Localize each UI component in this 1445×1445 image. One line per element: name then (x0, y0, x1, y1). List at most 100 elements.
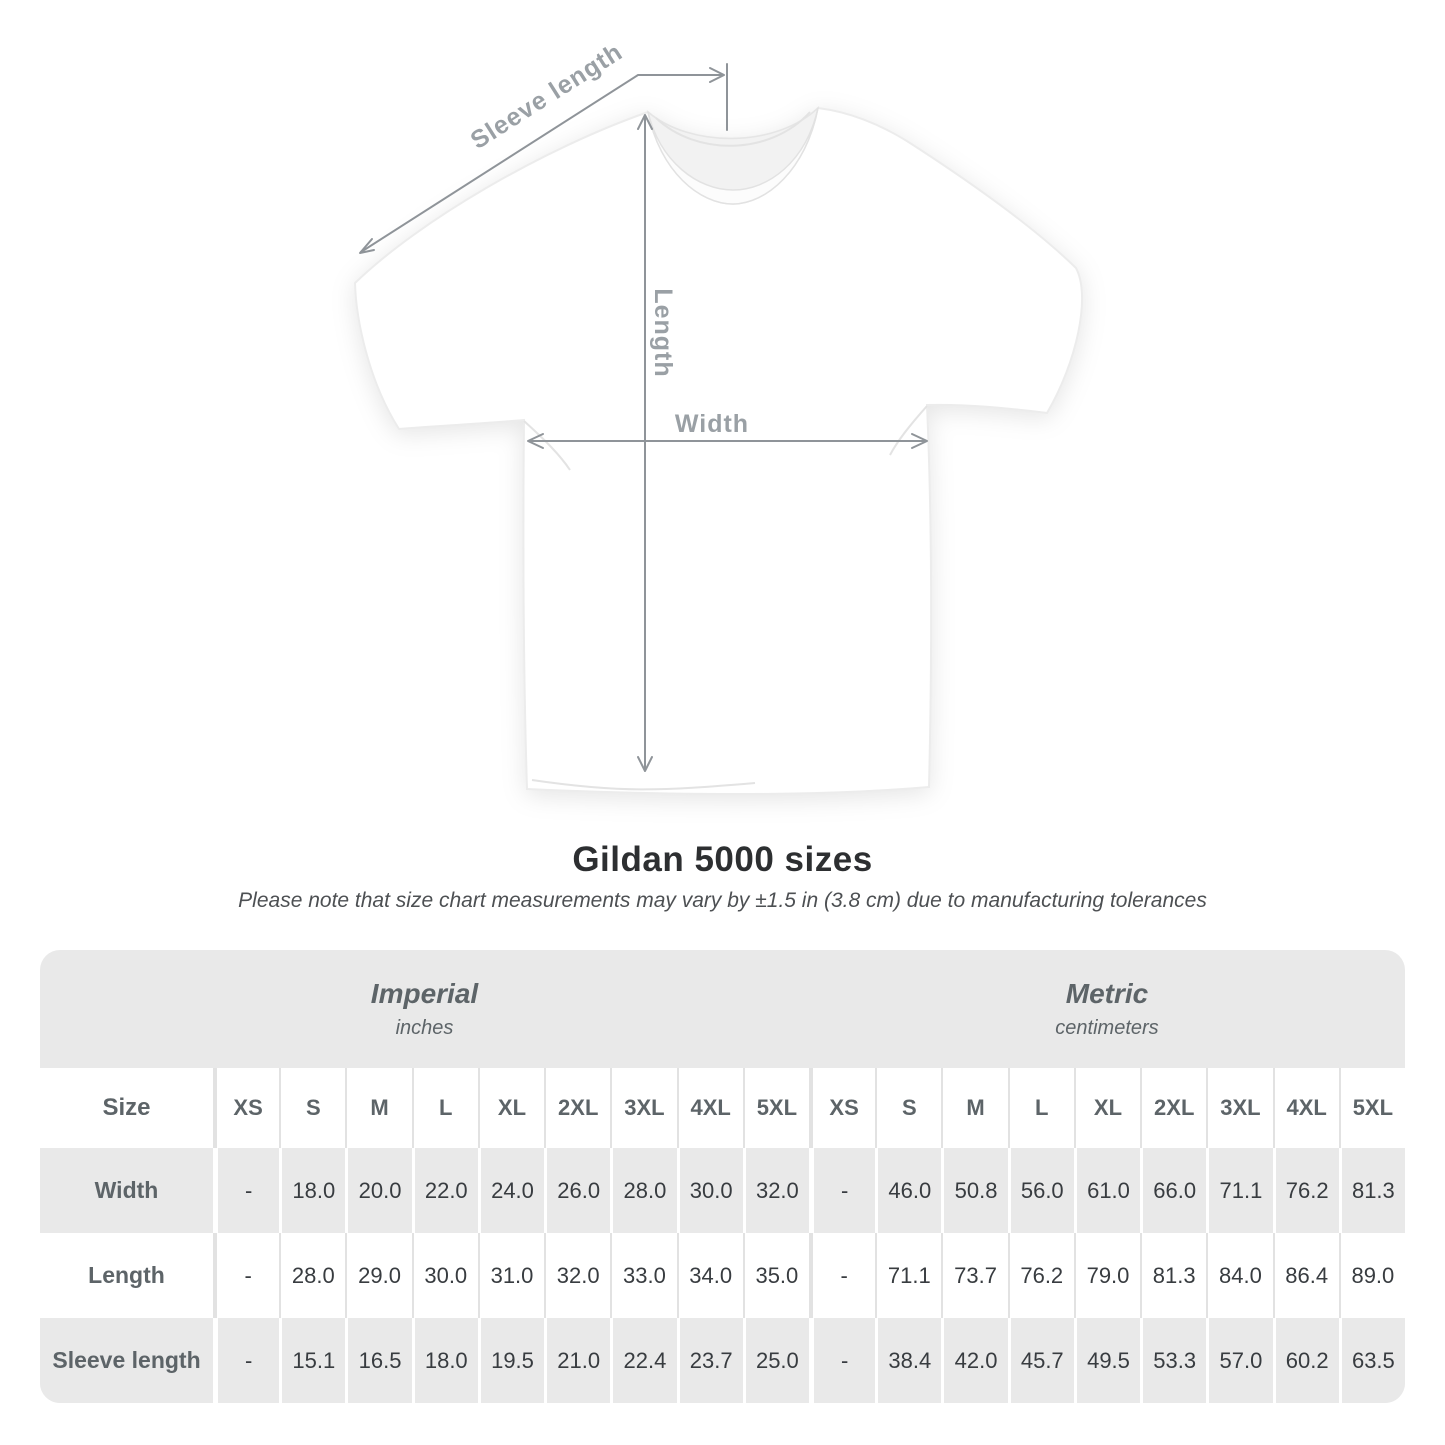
metric-size-header: L (1007, 1068, 1074, 1148)
width-imperial-value: 22.0 (411, 1148, 478, 1233)
width-imperial-value: 24.0 (477, 1148, 545, 1233)
sleeve-imperial-value: - (213, 1318, 280, 1403)
row-label-width: Width (40, 1148, 213, 1233)
length-metric-value: 89.0 (1338, 1233, 1405, 1318)
width-imperial-value: 30.0 (676, 1148, 743, 1233)
metric-size-header: 5XL (1338, 1068, 1405, 1148)
collar-band (647, 107, 819, 205)
sleeve-metric-value: 53.3 (1140, 1318, 1207, 1403)
metric-size-header: M (941, 1068, 1008, 1148)
length-imperial-value: 32.0 (544, 1233, 611, 1318)
length-metric-value: - (808, 1233, 876, 1318)
length-metric-value: 76.2 (1007, 1233, 1074, 1318)
imperial-size-header: XL (477, 1068, 545, 1148)
hem-stitch-seam (531, 779, 756, 791)
length-imperial-value: 33.0 (610, 1233, 677, 1318)
sleeve-imperial-value: 15.1 (279, 1318, 346, 1403)
metric-header-title: Metric (1065, 978, 1149, 1009)
imperial-size-header: 3XL (610, 1068, 677, 1148)
tolerance-note: Please note that size chart measurements… (238, 889, 1207, 912)
sleeve-imperial-value: 19.5 (477, 1318, 545, 1403)
row-label-length: Length (40, 1233, 213, 1318)
imperial-size-header: M (345, 1068, 412, 1148)
length-metric-value: 73.7 (941, 1233, 1008, 1318)
width-metric-value: 81.3 (1338, 1148, 1405, 1233)
width-label: Width (675, 410, 749, 438)
sleeve-metric-value: 38.4 (875, 1318, 942, 1403)
length-metric-value: 86.4 (1272, 1233, 1339, 1318)
length-metric-value: 79.0 (1073, 1233, 1141, 1318)
width-arrowhead-left (527, 433, 544, 449)
width-arrowhead-right (911, 433, 928, 449)
imperial-size-header: L (411, 1068, 478, 1148)
size-table: Imperial inches Metric centimeters Size … (40, 950, 1405, 1403)
sleeve-imperial-value: 18.0 (411, 1318, 478, 1403)
width-metric-value: - (808, 1148, 876, 1233)
row-label-sleeve-length: Sleeve length (40, 1318, 213, 1403)
length-imperial-value: 31.0 (477, 1233, 545, 1318)
tshirt-measurement-diagram: Sleeve length Length Width (353, 38, 1083, 796)
width-metric-value: 76.2 (1272, 1148, 1339, 1233)
length-arrowhead-bottom (637, 756, 653, 772)
length-metric-value: 81.3 (1140, 1233, 1207, 1318)
width-metric-value: 50.8 (941, 1148, 1008, 1233)
sleeve-metric-value: 57.0 (1206, 1318, 1273, 1403)
sleeve-imperial-value: 21.0 (544, 1318, 611, 1403)
metric-header-unit: centimeters (1055, 1017, 1159, 1039)
right-armpit-crease (889, 405, 928, 456)
width-metric-value: 71.1 (1206, 1148, 1273, 1233)
metric-size-header: 3XL (1206, 1068, 1273, 1148)
metric-size-header: XL (1073, 1068, 1141, 1148)
metric-size-header: S (875, 1068, 942, 1148)
metric-size-header: 2XL (1140, 1068, 1207, 1148)
sleeve-imperial-value: 23.7 (676, 1318, 743, 1403)
title-block: Gildan 5000 sizes Please note that size … (0, 840, 1445, 913)
length-imperial-value: 30.0 (411, 1233, 478, 1318)
width-imperial-value: - (213, 1148, 280, 1233)
metric-section-header: Metric centimeters (809, 950, 1405, 1068)
sleeve-imperial-value: 22.4 (610, 1318, 677, 1403)
page-title: Gildan 5000 sizes (572, 840, 873, 879)
tshirt-outline (353, 106, 1083, 796)
sleeve-metric-value: 42.0 (941, 1318, 1008, 1403)
left-armpit-crease (523, 420, 571, 471)
length-imperial-value: 28.0 (279, 1233, 346, 1318)
length-arrowhead-top (637, 114, 653, 130)
width-metric-value: 56.0 (1007, 1148, 1074, 1233)
width-imperial-value: 18.0 (279, 1148, 346, 1233)
width-metric-value: 46.0 (875, 1148, 942, 1233)
sleeve-metric-value: 60.2 (1272, 1318, 1339, 1403)
imperial-size-header: 5XL (742, 1068, 809, 1148)
sleeve-metric-value: - (808, 1318, 876, 1403)
width-imperial-value: 26.0 (544, 1148, 611, 1233)
width-imperial-value: 20.0 (345, 1148, 412, 1233)
back-collar-seam (655, 111, 811, 147)
length-metric-value: 71.1 (875, 1233, 942, 1318)
sleeve-imperial-value: 16.5 (345, 1318, 412, 1403)
sleeve-imperial-value: 25.0 (742, 1318, 809, 1403)
length-imperial-value: - (213, 1233, 280, 1318)
imperial-header-title: Imperial (370, 978, 479, 1009)
imperial-header-unit: inches (395, 1017, 454, 1039)
imperial-size-header: 2XL (544, 1068, 611, 1148)
imperial-size-header: S (279, 1068, 346, 1148)
metric-size-header: XS (808, 1068, 876, 1148)
sleeve-metric-value: 63.5 (1338, 1318, 1405, 1403)
length-imperial-value: 34.0 (676, 1233, 743, 1318)
width-metric-value: 61.0 (1073, 1148, 1141, 1233)
sleeve-arrowhead-right (709, 67, 725, 83)
metric-size-header: 4XL (1272, 1068, 1339, 1148)
length-label: Length (649, 288, 677, 377)
sleeve-arrowhead-left (359, 238, 375, 254)
sleeve-length-arrow (360, 74, 723, 253)
measurement-arrows (359, 63, 928, 772)
imperial-size-header: 4XL (676, 1068, 743, 1148)
sleeve-metric-value: 45.7 (1007, 1318, 1074, 1403)
size-column-header: Size (40, 1068, 213, 1148)
length-imperial-value: 29.0 (345, 1233, 412, 1318)
imperial-size-header: XS (213, 1068, 280, 1148)
sleeve-metric-value: 49.5 (1073, 1318, 1141, 1403)
width-imperial-value: 28.0 (610, 1148, 677, 1233)
imperial-section-header: Imperial inches (40, 950, 809, 1068)
width-metric-value: 66.0 (1140, 1148, 1207, 1233)
